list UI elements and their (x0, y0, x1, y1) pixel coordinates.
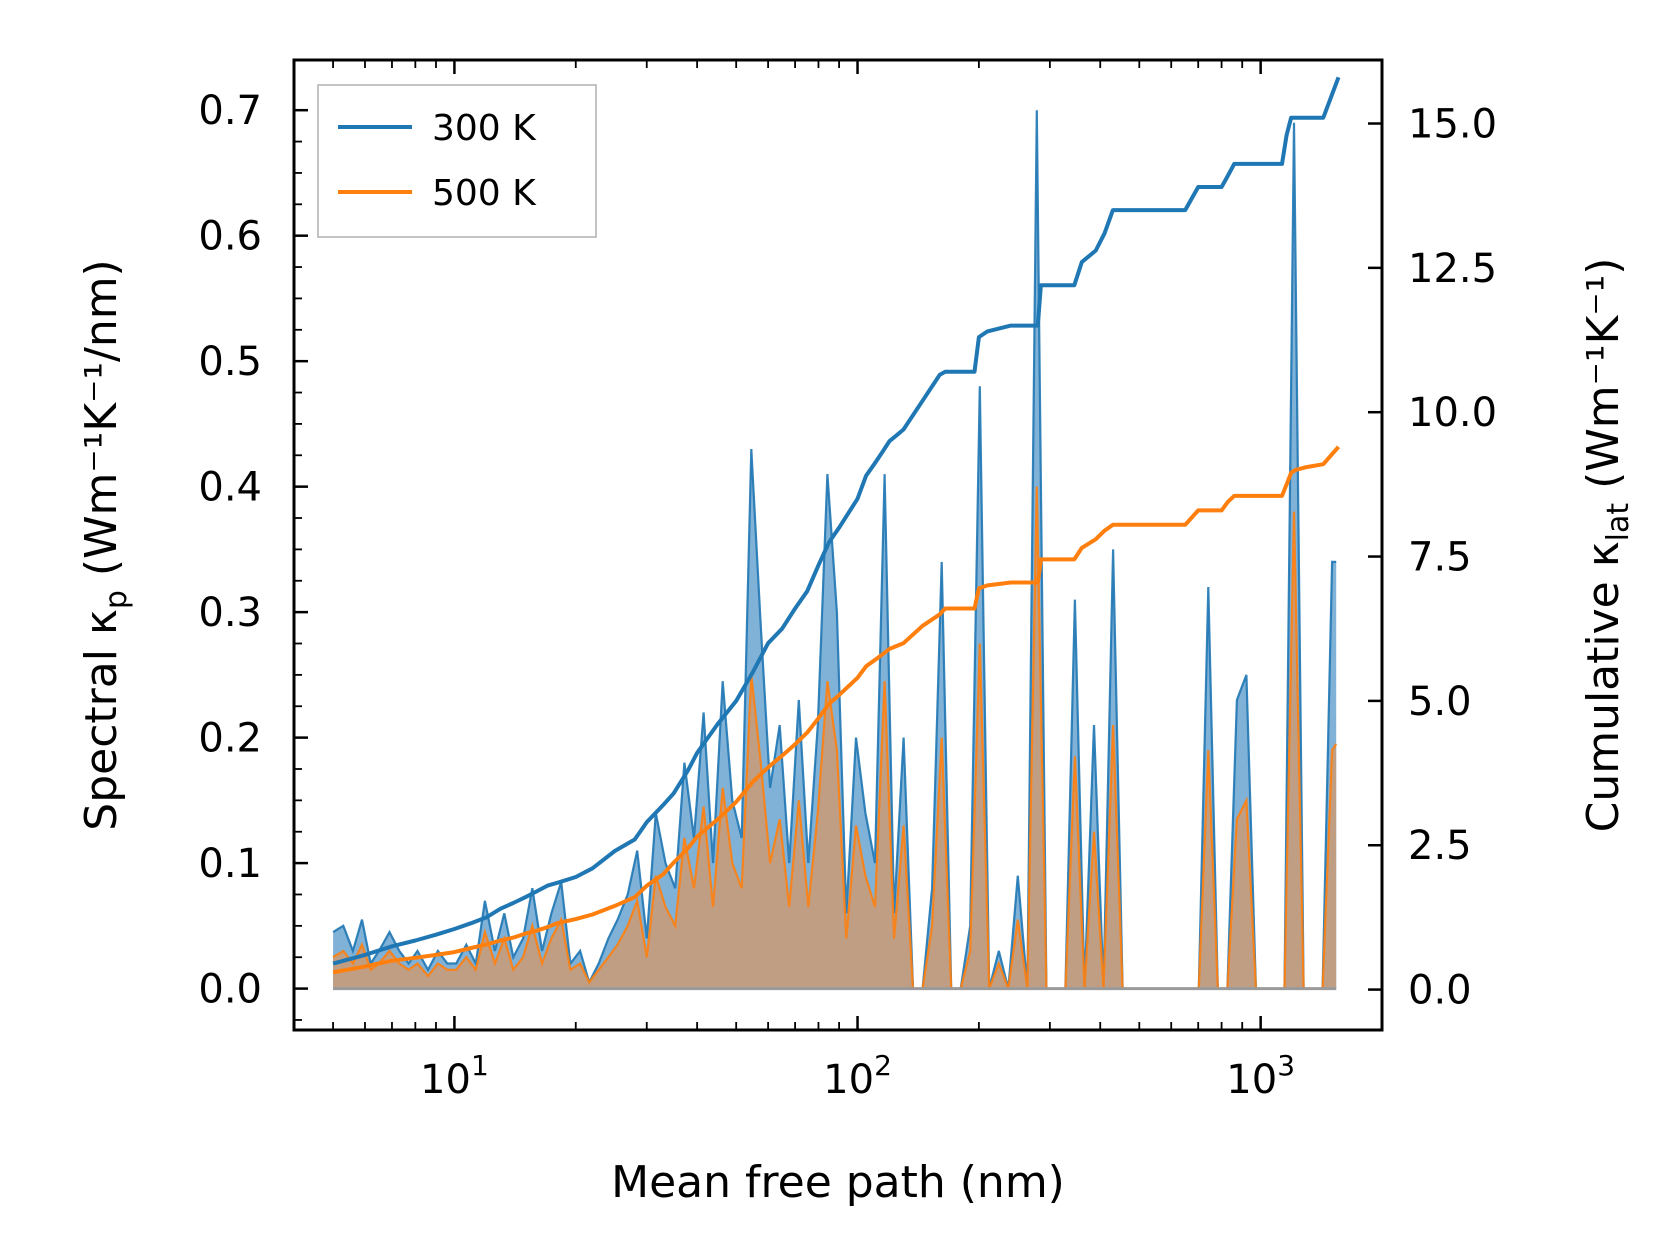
y-tick-label-left: 0.2 (198, 716, 262, 762)
tick-label-group: 101 102 1030.00.10.20.30.40.50.60.70.02.55… (198, 88, 1497, 1103)
y-tick-label-right: 0.0 (1408, 968, 1472, 1014)
x-tick-label-exp: 2 (874, 1049, 892, 1082)
y-tick-label-left: 0.1 (198, 841, 262, 887)
plot-frame (292, 58, 1384, 1032)
y-tick-label-left: 0.0 (198, 967, 262, 1013)
y-axis-title-left-base: Spectral κ (76, 609, 127, 831)
y-axis-title-right: Cumulative κlat (Wm⁻¹K⁻¹) (1578, 258, 1636, 833)
tick-group (293, 60, 1383, 1030)
y-axis-title-right-unit: (Wm⁻¹K⁻¹) (1578, 258, 1629, 503)
x-tick-label-exp: 3 (1277, 1049, 1295, 1082)
y-tick-label-left: 0.3 (198, 590, 262, 636)
legend-label-500K: 500 K (432, 173, 537, 214)
y-tick-label-left: 0.7 (198, 88, 262, 134)
y-tick-label-right: 15.0 (1408, 102, 1497, 148)
y-axis-title-left-sub: p (99, 590, 134, 609)
x-tick-label-base: 10 (823, 1057, 874, 1103)
y-axis-title-right-sub: lat (1601, 503, 1636, 542)
y-tick-label-right: 12.5 (1408, 246, 1497, 292)
legend-label-300K: 300 K (432, 108, 537, 149)
y-tick-label-right: 5.0 (1408, 679, 1472, 725)
cumulative-line-500K (332, 445, 1341, 975)
y-tick-label-right: 2.5 (1408, 823, 1472, 869)
x-tick-label-base: 10 (1226, 1057, 1277, 1103)
y-axis-title-right-base: Cumulative κ (1578, 541, 1629, 832)
x-tick-label: 101 (420, 1049, 489, 1103)
legend-box (317, 84, 597, 238)
x-tick-label: 102 (823, 1049, 892, 1103)
cumulative-line-300K (332, 76, 1341, 966)
y-tick-label-right: 7.5 (1408, 535, 1472, 581)
x-tick-label-exp: 1 (471, 1049, 489, 1082)
x-tick-label: 103 (1226, 1049, 1295, 1103)
legend: 300 K 500 K (317, 84, 597, 238)
x-tick-label-base: 10 (420, 1057, 471, 1103)
y-tick-label-right: 10.0 (1408, 390, 1497, 436)
y-tick-label-left: 0.4 (198, 465, 262, 511)
y-tick-label-left: 0.6 (198, 214, 262, 260)
spectral-fill-group (332, 110, 1338, 991)
cumulative-line-group (332, 76, 1341, 975)
x-axis-title: Mean free path (nm) (611, 1157, 1065, 1208)
y-tick-label-left: 0.5 (198, 339, 262, 385)
y-axis-title-left: Spectral κp (Wm⁻¹K⁻¹/nm) (76, 259, 134, 830)
y-axis-title-left-unit: (Wm⁻¹K⁻¹/nm) (76, 259, 127, 590)
